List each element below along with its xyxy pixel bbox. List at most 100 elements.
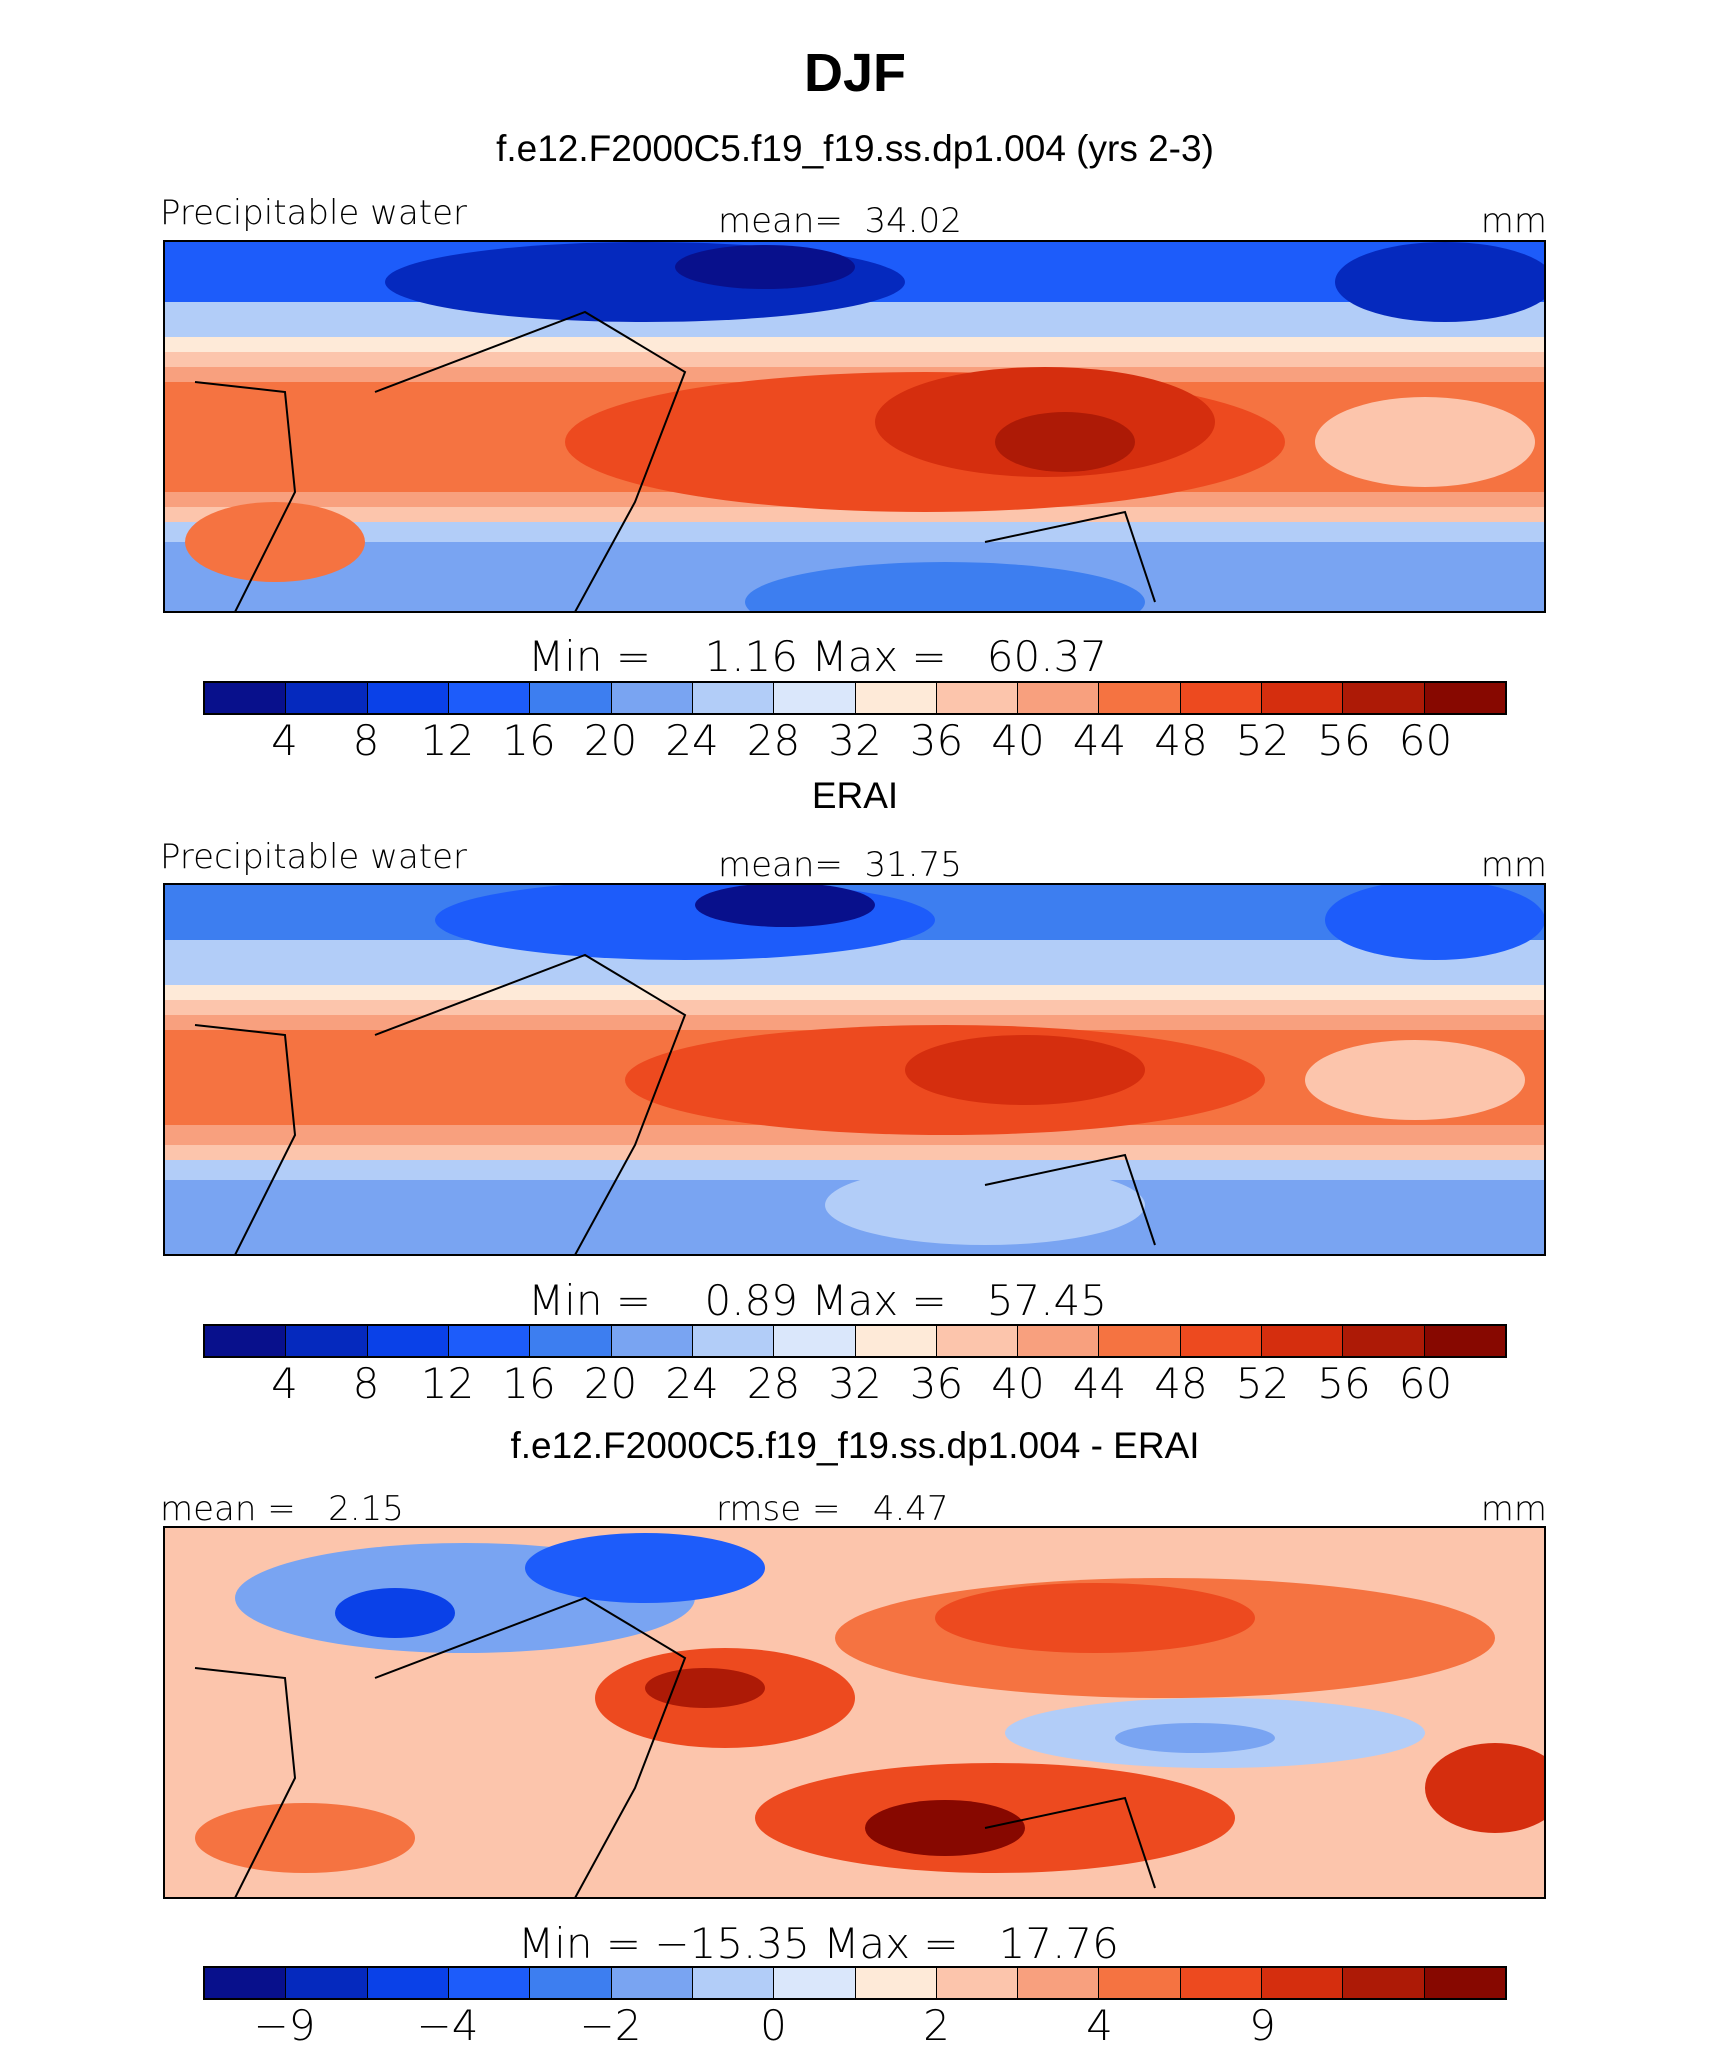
colorbar-box	[448, 1968, 531, 1998]
colorbar-tick-label: 28	[746, 716, 801, 765]
colorbar-box	[692, 1326, 775, 1356]
panel-1-colorbar	[203, 681, 1507, 715]
colorbar-tick-label: 20	[583, 716, 638, 765]
colorbar-box	[855, 1326, 937, 1356]
panel-1-units: mm	[1480, 201, 1547, 241]
colorbar-tick-label: 52	[1235, 716, 1290, 765]
panel-3-case-title: f.e12.F2000C5.f19_f19.ss.dp1.004 - ERAI	[510, 1425, 1200, 1466]
panel-3-mean-label: mean = 2.15	[160, 1489, 404, 1529]
colorbar-tick-label: 4	[271, 716, 298, 765]
colorbar-box	[448, 683, 531, 713]
colorbar-box	[1262, 1968, 1344, 1998]
colorbar-tick-label: 8	[352, 716, 380, 765]
colorbar-tick-label: 56	[1317, 1359, 1371, 1408]
panel-2-minmax: Min = 0.89 Max = 57.45	[528, 1276, 1107, 1325]
colorbar-box	[530, 1326, 612, 1356]
colorbar-box	[692, 683, 775, 713]
colorbar-tick-label: 44	[1072, 716, 1127, 765]
colorbar-tick-label: −2	[579, 2001, 642, 2050]
colorbar-tick-label: 60	[1398, 716, 1453, 765]
panel-2-case-title: ERAI	[811, 775, 899, 816]
colorbar-box	[936, 1968, 1019, 1998]
colorbar-box	[774, 1968, 856, 1998]
colorbar-tick-label: −4	[416, 2001, 479, 2050]
colorbar-box	[611, 683, 693, 713]
colorbar-box	[774, 1326, 856, 1356]
colorbar-box	[530, 683, 612, 713]
colorbar-tick-label: 0	[760, 2001, 787, 2050]
panel-2-field	[165, 885, 1544, 1254]
panel-1-mean-label: mean= 34.02	[718, 201, 962, 241]
colorbar-box	[1180, 1326, 1263, 1356]
colorbar-box	[1343, 1968, 1425, 1998]
panel-1-variable-label: Precipitable water	[160, 193, 468, 233]
panel-2-colorbar	[203, 1324, 1507, 1358]
colorbar-tick-label: 24	[665, 716, 719, 765]
colorbar-tick-label: 12	[420, 716, 475, 765]
colorbar-box	[205, 683, 287, 713]
colorbar-tick-label: 9	[1249, 2001, 1276, 2050]
colorbar-box	[1343, 683, 1425, 713]
colorbar-tick-label: 4	[271, 1359, 298, 1408]
colorbar-tick-label: 12	[420, 1359, 475, 1408]
colorbar-box	[855, 1968, 937, 1998]
colorbar-tick-label: 56	[1317, 716, 1371, 765]
panel-2-map	[163, 883, 1546, 1256]
panel-2-units: mm	[1480, 845, 1547, 885]
colorbar-box	[286, 1326, 368, 1356]
colorbar-tick-label: 40	[991, 716, 1045, 765]
colorbar-box	[1099, 1326, 1181, 1356]
colorbar-tick-label: 48	[1154, 716, 1208, 765]
colorbar-box	[367, 683, 449, 713]
colorbar-tick-label: 32	[828, 1359, 882, 1408]
colorbar-box	[611, 1968, 693, 1998]
colorbar-tick-label: 24	[665, 1359, 719, 1408]
panel-3-minmax: Min = −15.35 Max = 17.76	[518, 1919, 1119, 1968]
panel-1-map	[163, 240, 1546, 613]
panel-3-map	[163, 1526, 1546, 1899]
colorbar-tick-label: 16	[502, 1359, 556, 1408]
colorbar-box	[1018, 1968, 1100, 1998]
panel-3-units: mm	[1480, 1489, 1547, 1529]
colorbar-box	[1018, 1326, 1100, 1356]
colorbar-box	[1180, 1968, 1263, 1998]
colorbar-box	[611, 1326, 693, 1356]
colorbar-tick-label: 44	[1072, 1359, 1127, 1408]
colorbar-box	[1424, 683, 1505, 713]
colorbar-box	[286, 683, 368, 713]
colorbar-box	[692, 1968, 775, 1998]
colorbar-box	[1099, 1968, 1181, 1998]
colorbar-box	[855, 683, 937, 713]
colorbar-box	[1343, 1326, 1425, 1356]
colorbar-box	[367, 1968, 449, 1998]
colorbar-box	[1262, 683, 1344, 713]
colorbar-tick-label: 60	[1398, 1359, 1453, 1408]
colorbar-tick-label: 32	[828, 716, 882, 765]
panel-1-minmax: Min = 1.16 Max = 60.37	[528, 632, 1107, 681]
panel-1-case-title: f.e12.F2000C5.f19_f19.ss.dp1.004 (yrs 2-…	[496, 128, 1214, 169]
colorbar-box	[205, 1968, 287, 1998]
panel-3-colorbar	[203, 1966, 1507, 2000]
panel-3-field	[165, 1528, 1544, 1897]
colorbar-tick-label: 16	[502, 716, 556, 765]
colorbar-box	[1180, 683, 1263, 713]
colorbar-tick-label: 52	[1235, 1359, 1290, 1408]
colorbar-box	[530, 1968, 612, 1998]
colorbar-tick-label: 8	[352, 1359, 380, 1408]
colorbar-box	[936, 683, 1019, 713]
panel-1-field	[165, 242, 1544, 611]
colorbar-box	[448, 1326, 531, 1356]
figure-title: DJF	[803, 43, 906, 103]
colorbar-box	[205, 1326, 287, 1356]
colorbar-tick-label: 20	[583, 1359, 638, 1408]
panel-2-variable-label: Precipitable water	[160, 837, 468, 877]
colorbar-box	[774, 683, 856, 713]
colorbar-tick-label: 28	[746, 1359, 801, 1408]
colorbar-box	[1424, 1326, 1505, 1356]
panel-3-rmse-label: rmse = 4.47	[716, 1489, 949, 1529]
colorbar-tick-label: 36	[909, 716, 964, 765]
colorbar-tick-label: 2	[923, 2001, 950, 2050]
colorbar-tick-label: 48	[1154, 1359, 1208, 1408]
colorbar-tick-label: 4	[1086, 2001, 1113, 2050]
colorbar-box	[367, 1326, 449, 1356]
